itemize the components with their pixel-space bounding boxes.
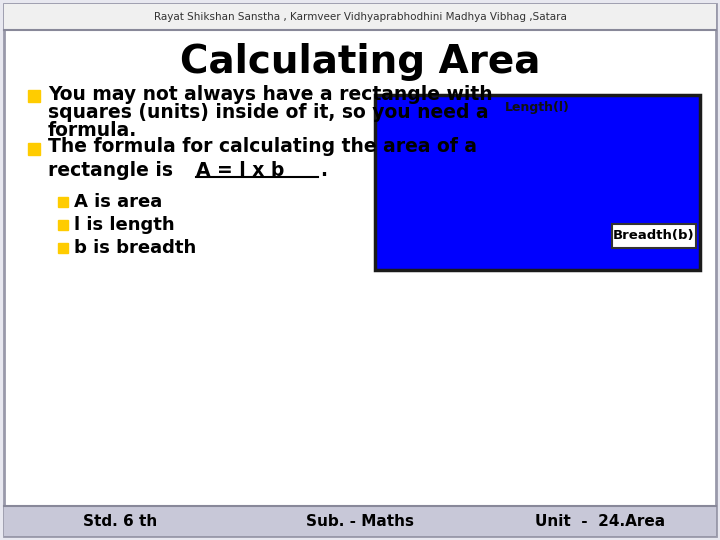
Bar	[58, 243, 68, 253]
FancyBboxPatch shape	[4, 4, 716, 30]
Text: .: .	[320, 160, 327, 179]
Bar	[28, 143, 40, 155]
Text: Rayat Shikshan Sanstha , Karmveer Vidhyaprabhodhini Madhya Vibhag ,Satara: Rayat Shikshan Sanstha , Karmveer Vidhya…	[153, 12, 567, 22]
Bar	[28, 90, 40, 102]
Text: Std. 6 th: Std. 6 th	[83, 514, 157, 529]
Text: You may not always have a rectangle with: You may not always have a rectangle with	[48, 84, 492, 104]
Text: squares (units) inside of it, so you need a: squares (units) inside of it, so you nee…	[48, 103, 489, 122]
Text: formula.: formula.	[48, 120, 138, 139]
Text: Unit  -  24.Area: Unit - 24.Area	[535, 514, 665, 529]
Text: b is breadth: b is breadth	[74, 239, 197, 257]
Text: l is length: l is length	[74, 216, 175, 234]
FancyBboxPatch shape	[4, 4, 716, 536]
Text: Sub. - Maths: Sub. - Maths	[306, 514, 414, 529]
Text: A is area: A is area	[74, 193, 162, 211]
Bar	[375, 95, 700, 270]
Bar	[612, 224, 696, 248]
Bar	[58, 220, 68, 230]
Bar	[58, 197, 68, 207]
Text: Breadth(b): Breadth(b)	[613, 230, 695, 242]
Text: The formula for calculating the area of a: The formula for calculating the area of …	[48, 138, 477, 157]
Text: Calculating Area: Calculating Area	[180, 43, 540, 81]
Text: Length(l): Length(l)	[505, 100, 570, 113]
FancyBboxPatch shape	[4, 506, 716, 536]
Text: rectangle is: rectangle is	[48, 160, 179, 179]
Text: A = l x b: A = l x b	[196, 160, 284, 179]
